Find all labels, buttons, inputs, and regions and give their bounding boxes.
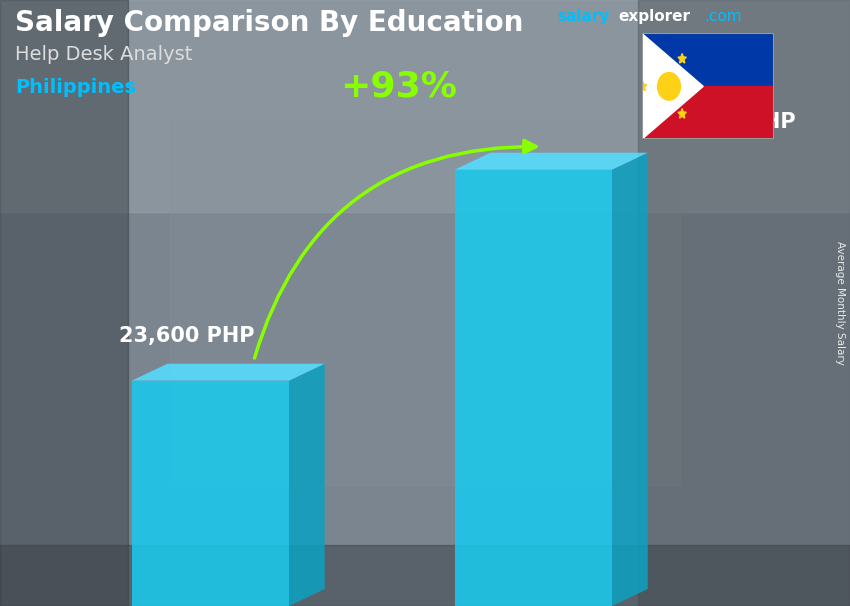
- Polygon shape: [455, 153, 648, 170]
- Text: salary: salary: [557, 9, 609, 24]
- Bar: [132, 381, 289, 606]
- Text: Average Monthly Salary: Average Monthly Salary: [835, 241, 845, 365]
- Text: 23,600 PHP: 23,600 PHP: [119, 325, 254, 345]
- Bar: [0, 0, 850, 212]
- Bar: [0, 545, 850, 606]
- Polygon shape: [678, 53, 686, 63]
- Text: 45,700 PHP: 45,700 PHP: [660, 112, 796, 132]
- Bar: [638, 0, 850, 606]
- Bar: [642, 87, 774, 139]
- Bar: [455, 170, 612, 606]
- Polygon shape: [642, 33, 703, 139]
- Polygon shape: [612, 153, 648, 606]
- Text: Help Desk Analyst: Help Desk Analyst: [15, 45, 193, 64]
- Polygon shape: [678, 108, 686, 118]
- Bar: [170, 121, 680, 485]
- Polygon shape: [289, 364, 325, 606]
- Text: .com: .com: [705, 9, 742, 24]
- Text: explorer: explorer: [618, 9, 690, 24]
- Text: Philippines: Philippines: [15, 78, 136, 96]
- Bar: [642, 33, 774, 87]
- Text: +93%: +93%: [340, 69, 456, 103]
- Circle shape: [658, 73, 680, 100]
- Bar: [0, 0, 128, 606]
- Polygon shape: [638, 81, 647, 91]
- Polygon shape: [132, 364, 325, 381]
- Text: Salary Comparison By Education: Salary Comparison By Education: [15, 9, 524, 37]
